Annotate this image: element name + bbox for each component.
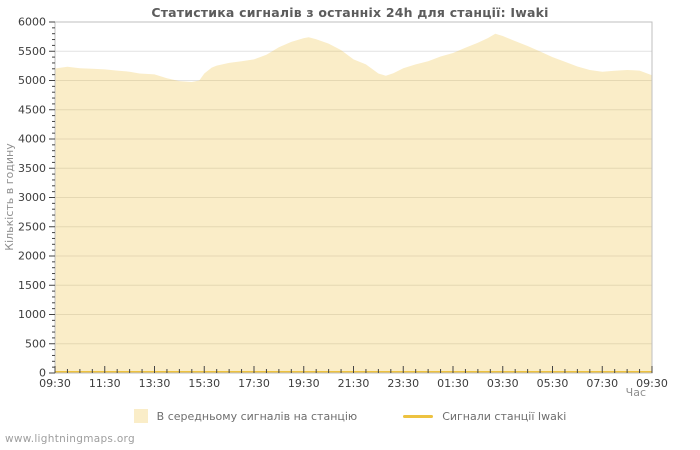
x-tick-label: 23:30 <box>387 377 419 390</box>
watermark: www.lightningmaps.org <box>5 433 135 445</box>
y-tick-label: 1000 <box>18 308 46 321</box>
x-tick-label: 01:30 <box>437 377 469 390</box>
y-tick-label: 4000 <box>18 133 46 146</box>
y-tick-label: 6000 <box>18 16 46 29</box>
x-tick-label: 05:30 <box>537 377 569 390</box>
chart-legend: В середньому сигналів на станцію Сигнали… <box>0 409 700 423</box>
y-tick-label: 500 <box>25 337 46 350</box>
station-line-swatch-icon <box>403 414 434 418</box>
x-tick-label: 03:30 <box>487 377 519 390</box>
y-tick-label: 2500 <box>18 220 46 233</box>
y-tick-label: 3500 <box>18 162 46 175</box>
x-tick-label: 09:30 <box>39 377 71 390</box>
x-tick-label: 15:30 <box>188 377 220 390</box>
legend-label-average: В середньому сигналів на станцію <box>156 409 358 423</box>
x-tick-label: 11:30 <box>89 377 121 390</box>
x-tick-label: 07:30 <box>586 377 618 390</box>
chart-title: Статистика сигналів з останніх 24h для с… <box>151 5 549 20</box>
y-tick-label: 3000 <box>18 191 46 204</box>
legend-label-station: Сигнали станції Iwaki <box>442 409 567 423</box>
y-tick-label: 5000 <box>18 74 46 87</box>
x-tick-label: 13:30 <box>139 377 171 390</box>
x-tick-label: 21:30 <box>338 377 370 390</box>
y-tick-label: 5500 <box>18 45 46 58</box>
x-tick-label: 17:30 <box>238 377 270 390</box>
legend-item-station: Сигнали станції Iwaki <box>403 410 566 423</box>
y-axis-title: Кількість в годину <box>3 143 16 251</box>
legend-item-average: В середньому сигналів на станцію <box>133 409 358 423</box>
y-tick-label: 0 <box>39 367 46 380</box>
y-tick-label: 1500 <box>18 279 46 292</box>
average-signals-area <box>55 33 652 373</box>
x-tick-label: 19:30 <box>288 377 320 390</box>
x-tick-label: 09:30 <box>636 377 668 390</box>
y-tick-label: 4500 <box>18 103 46 116</box>
x-axis-title: Час <box>625 386 646 399</box>
average-area-swatch-icon <box>133 409 148 423</box>
y-tick-label: 2000 <box>18 250 46 263</box>
